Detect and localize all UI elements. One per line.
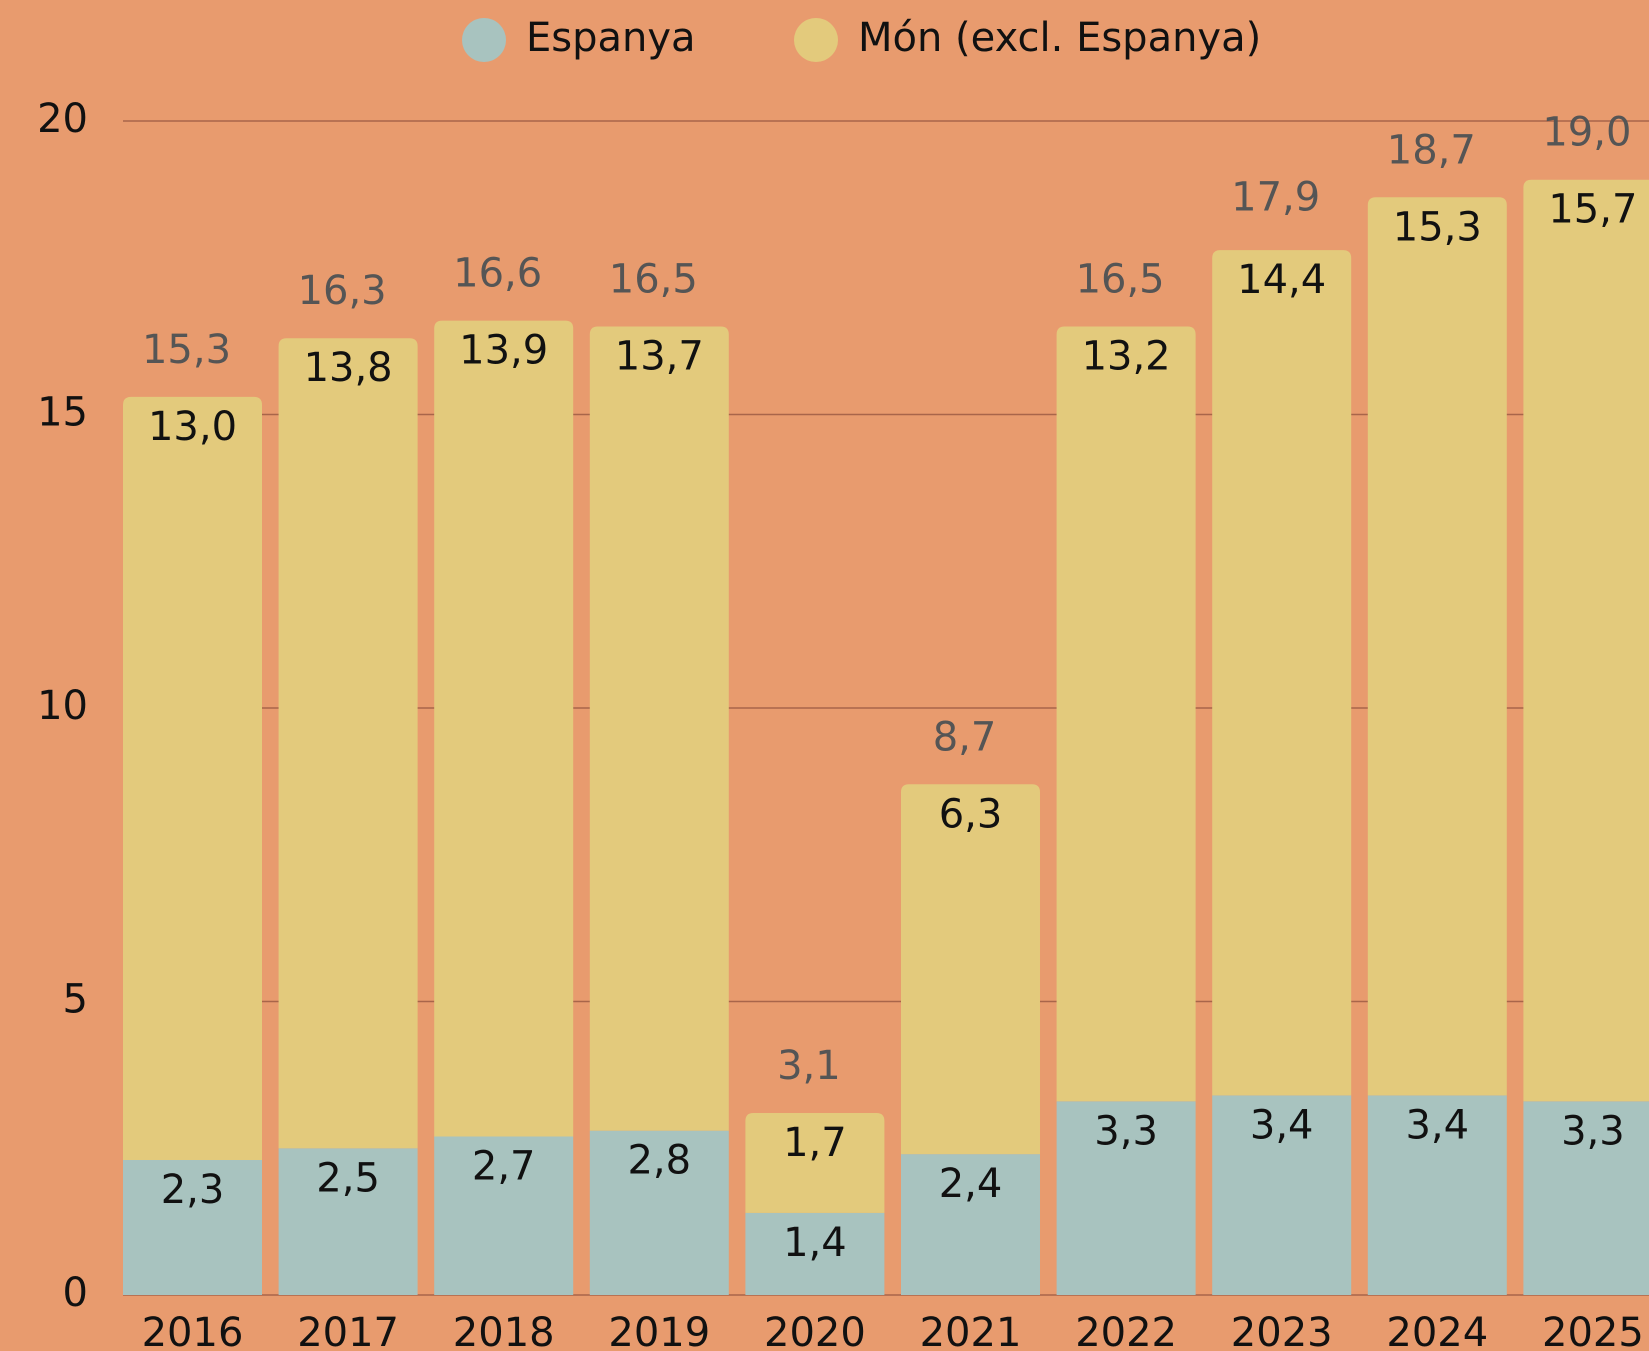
bar-segment — [1056, 326, 1196, 1102]
total-label: 3,1 — [777, 1043, 841, 1089]
value-label: 13,9 — [459, 328, 548, 374]
value-label: 3,4 — [1405, 1102, 1469, 1148]
value-label: 13,2 — [1082, 333, 1171, 379]
value-label: 13,7 — [615, 333, 704, 379]
bar-segment — [1212, 250, 1352, 1096]
bar-segment — [278, 1148, 418, 1295]
y-tick-label: 20 — [37, 96, 88, 142]
value-label: 1,4 — [783, 1220, 847, 1266]
x-tick-label: 2024 — [1386, 1310, 1488, 1351]
x-tick-label: 2021 — [920, 1310, 1022, 1351]
bar-segment — [123, 396, 262, 1160]
bar-segment — [434, 1136, 574, 1295]
bar-segment — [745, 1212, 885, 1295]
bar-segment — [1367, 1095, 1507, 1295]
y-tick-label: 5 — [63, 977, 88, 1023]
total-label: 16,3 — [298, 268, 387, 314]
value-label: 2,7 — [472, 1144, 536, 1190]
y-tick-label: 10 — [37, 683, 88, 729]
value-label: 13,0 — [148, 404, 237, 450]
total-label: 16,6 — [453, 251, 542, 297]
total-label: 16,5 — [609, 256, 698, 302]
y-tick-label: 15 — [37, 390, 88, 436]
x-tick-label: 2016 — [142, 1310, 244, 1351]
legend-swatch — [794, 18, 838, 62]
legend-label: Món (excl. Espanya) — [858, 15, 1261, 61]
bar-segment — [589, 1130, 729, 1295]
value-label: 3,3 — [1094, 1108, 1158, 1154]
bar-segment — [901, 784, 1040, 1155]
x-tick-label: 2025 — [1542, 1310, 1644, 1351]
value-label: 1,7 — [783, 1120, 847, 1166]
value-label: 15,7 — [1548, 187, 1637, 233]
value-label: 13,8 — [304, 345, 393, 391]
bar-segment — [745, 1113, 885, 1213]
value-label: 3,4 — [1250, 1102, 1314, 1148]
x-tick-label: 2017 — [297, 1310, 399, 1351]
bar-segment — [1056, 1101, 1196, 1295]
bar-segment — [901, 1154, 1040, 1295]
legend-swatch — [462, 18, 506, 62]
value-label: 2,5 — [316, 1155, 380, 1201]
value-label: 6,3 — [939, 791, 1003, 837]
x-tick-label: 2020 — [764, 1310, 866, 1351]
value-label: 2,4 — [939, 1161, 1003, 1207]
value-label: 2,3 — [161, 1167, 225, 1213]
value-label: 3,3 — [1561, 1108, 1625, 1154]
bar-segment — [1367, 197, 1507, 1096]
value-label: 14,4 — [1237, 257, 1326, 303]
total-label: 17,9 — [1231, 174, 1320, 220]
x-tick-label: 2019 — [608, 1310, 710, 1351]
bar-segment — [1212, 1095, 1352, 1295]
bar-segment — [278, 338, 418, 1149]
x-tick-label: 2023 — [1231, 1310, 1333, 1351]
total-label: 18,7 — [1387, 127, 1476, 173]
bar-segment — [434, 320, 574, 1137]
bar-segment — [1523, 1101, 1649, 1295]
bar-segment — [589, 326, 729, 1131]
total-label: 8,7 — [933, 714, 997, 760]
bar-segment — [123, 1159, 262, 1295]
x-tick-label: 2018 — [453, 1310, 555, 1351]
total-label: 16,5 — [1076, 256, 1165, 302]
value-label: 15,3 — [1393, 204, 1482, 250]
legend-label: Espanya — [526, 15, 696, 61]
bar-segment — [1523, 179, 1649, 1102]
y-tick-label: 0 — [63, 1270, 88, 1316]
value-label: 2,8 — [627, 1138, 691, 1184]
total-label: 15,3 — [142, 327, 231, 373]
total-label: 19,0 — [1542, 110, 1631, 156]
x-tick-label: 2022 — [1075, 1310, 1177, 1351]
